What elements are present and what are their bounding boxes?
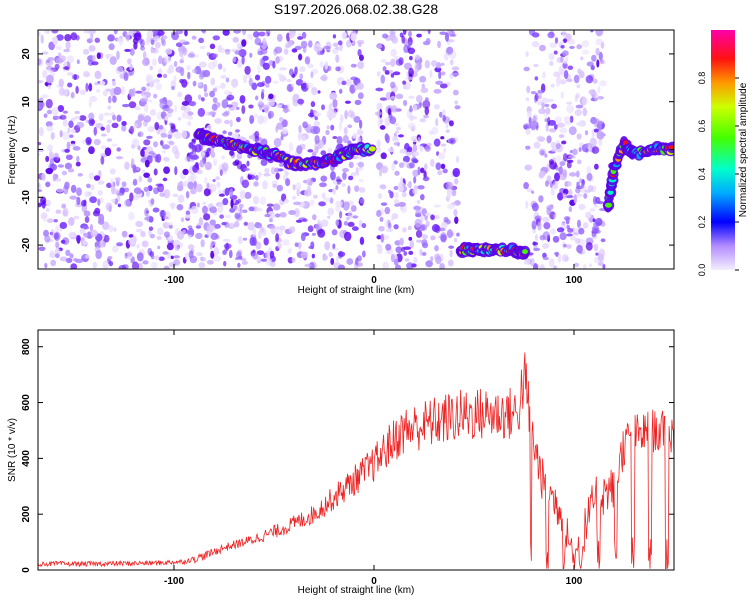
snr-y-label: SNR (10 * v/v) <box>7 418 18 482</box>
spectrogram-signal-track <box>455 241 531 260</box>
snr-y-tick-label: 400 <box>21 450 32 467</box>
spectrogram-x-tick-label: 100 <box>566 275 583 286</box>
spectrogram-y-tick-label: 20 <box>21 48 32 60</box>
snr-x-tick-label: -100 <box>164 576 184 587</box>
spectrogram-x-tick-label: -100 <box>164 275 184 286</box>
snr-y-tick-label: 800 <box>21 338 32 355</box>
spectrogram-x-tick-label: 0 <box>371 275 377 286</box>
spectrogram-x-label: Height of straight line (km) <box>298 285 415 296</box>
colorbar-tick-label: 0.2 <box>697 216 707 229</box>
colorbar-tick-label: 0.4 <box>697 168 707 181</box>
snr-frame <box>37 329 675 571</box>
spectrogram-y-tick-label: -10 <box>21 190 32 205</box>
colorbar-label: Normalized spectral amplitude <box>738 82 749 217</box>
snr-x-tick-label: 0 <box>371 576 377 587</box>
spectrogram-noise-region <box>38 30 202 269</box>
colorbar-tick-label: 0.6 <box>697 120 707 133</box>
snr-chart: -100 0 100 0 200 400 600 800 Height of straight… <box>7 329 675 596</box>
spectrogram-y-label: Frequency (Hz) <box>7 116 18 185</box>
colorbar-gradient <box>711 30 735 270</box>
snr-y-tick-label: 0 <box>21 567 32 573</box>
snr-x-label: Height of straight line (km) <box>298 585 415 596</box>
colorbar-tick-label: 0.8 <box>697 72 707 85</box>
spectrogram-y-tick-label: -20 <box>21 237 32 252</box>
colorbar-tick-label: 0.0 <box>697 264 707 277</box>
snr-series-line <box>38 352 674 569</box>
colorbar: 0.0 0.2 0.4 0.6 0.8 Normalized spectral ampl… <box>697 30 749 276</box>
snr-y-tick-label: 600 <box>21 394 32 411</box>
spectrogram-noise-region <box>374 30 461 269</box>
spectrogram-y-tick-label: 0 <box>21 146 32 152</box>
spectrogram-noise-region <box>523 30 607 269</box>
snr-y-tick-label: 200 <box>21 505 32 522</box>
snr-x-tick-label: 100 <box>566 576 583 587</box>
spectrogram-signal-track <box>193 128 377 172</box>
chart-title: S197.2026.068.02.38.G28 <box>274 1 438 17</box>
spectrogram-y-tick-label: 10 <box>21 96 32 108</box>
spectrogram-noise-region <box>194 30 367 269</box>
spectrogram-signal-track <box>602 136 674 213</box>
